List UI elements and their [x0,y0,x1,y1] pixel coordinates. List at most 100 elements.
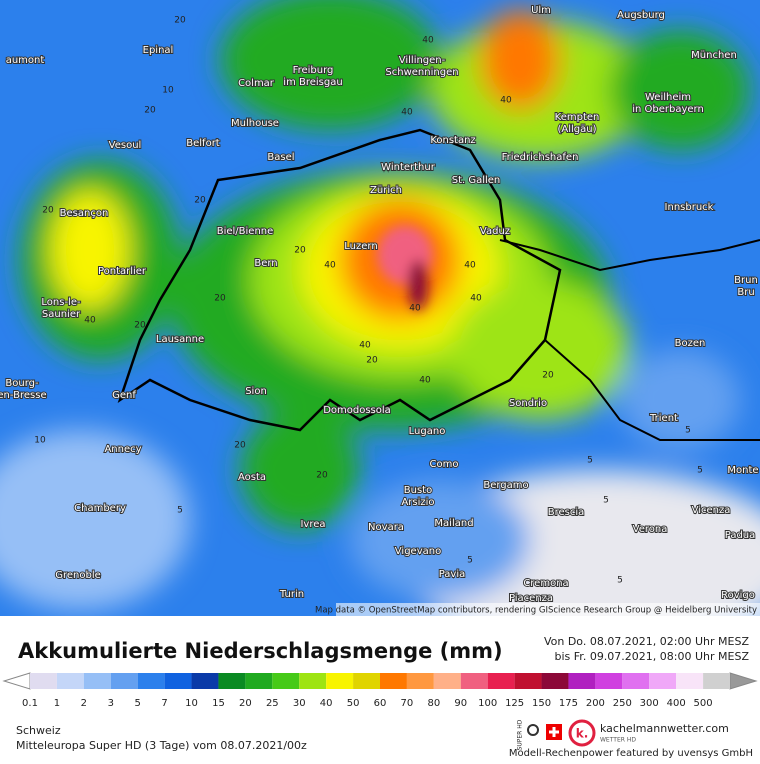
place-label: Rovigo [721,590,755,601]
contour-label: 5 [177,506,183,516]
place-label: Basel [267,152,294,163]
place-label: Pavia [439,569,466,580]
legend-swatch [541,673,569,689]
place-label: Vesoul [109,140,142,151]
contour-label: 20 [144,106,156,116]
legend-value: 15 [212,698,225,709]
place-label: Vicenza [692,505,731,516]
place-label: (Allgäu) [557,124,596,135]
contour-label: 5 [617,576,623,586]
place-label: Lugano [409,426,446,437]
brand-sub: WETTER HD [600,737,636,744]
place-label: Como [430,459,459,470]
legend-value: 80 [427,698,440,709]
legend-value: 300 [640,698,659,709]
legend-value: 70 [401,698,414,709]
place-label: Novara [368,522,404,533]
contour-label: 20 [366,356,378,366]
place-label: Vigevano [395,546,441,557]
place-label: Augsburg [617,10,665,21]
legend-swatch [137,673,165,689]
contour-label: 20 [234,441,246,451]
place-label: Bru [737,287,754,298]
place-label: Sondrio [509,398,547,409]
place-label: Schwenningen [385,67,458,78]
contour-label: 20 [194,196,206,206]
place-label: in Oberbayern [632,104,704,115]
legend-swatch [191,673,219,689]
region: Schweiz [16,724,61,737]
legend-swatch [83,673,111,689]
legend-swatch [406,673,434,689]
legend-value: 175 [559,698,578,709]
legend-swatch [595,673,623,689]
contour-label: 40 [401,108,413,118]
place-label: St. Gallen [452,175,501,186]
legend-value: 30 [293,698,306,709]
place-label: Luzern [344,241,377,252]
legend-swatch [272,673,300,689]
legend-swatch [514,673,542,689]
border [117,128,562,432]
place-label: Lons-le- [41,297,81,308]
contour-label: 40 [464,261,476,271]
attribution: Map data © OpenStreetMap contributors, r… [315,606,757,616]
place-label: Villingen- [399,55,446,66]
legend-value: 150 [532,698,551,709]
place-label: Cremona [523,578,568,589]
legend-swatch [110,673,138,689]
legend-swatch [353,673,380,689]
place-label: Winterthur [381,162,436,173]
contour-label: 5 [697,466,703,476]
legend-swatch [487,673,515,689]
place-label: aumont [6,55,45,66]
legend-swatch [30,673,57,689]
place-label: Zürich [370,185,402,196]
legend-swatch [568,673,596,689]
place-label: Grenoble [55,570,101,581]
contour-label: 40 [409,304,421,314]
legend-swatch [676,673,704,689]
contour-label: 20 [214,294,226,304]
place-label: Mailand [434,518,473,529]
place-label: Busto [404,485,432,496]
place-label: Biel/Bienne [217,226,274,237]
legend-swatch [380,673,407,689]
legend-value: 60 [374,698,387,709]
contour-label: 40 [419,376,431,386]
place-label: Lausanne [156,334,204,345]
brand-logo-k: k. [576,727,589,741]
legend-value: 125 [505,698,524,709]
place-label: Belfort [186,138,220,149]
place-label: im Breisgau [283,77,342,88]
place-label: Verona [633,524,668,535]
credit: Modell-Rechenpower featured by uvensys G… [509,748,753,759]
place-label: Konstanz [430,135,475,146]
contour-label: 20 [174,16,186,26]
contour-label: 10 [162,86,174,96]
place-label: en-Bresse [0,390,47,401]
place-label: Genf [112,390,136,401]
place-label: Kempten [555,112,600,123]
place-label: Epinal [143,45,174,56]
place-label: Aosta [238,472,266,483]
place-label: Ivrea [300,519,325,530]
bar-arrow-left [2,672,31,690]
legend-value: 100 [478,698,497,709]
place-label: Annecy [104,444,141,455]
legend-title: Akkumulierte Niederschlagsmenge (mm) [18,639,503,663]
attribution-bg [336,603,760,616]
legend-value: 400 [667,698,686,709]
legend-value: 40 [320,698,333,709]
place-label: Chambery [74,503,126,514]
legend-value: 25 [266,698,279,709]
place-label: Friedrichshafen [502,152,579,163]
contour-label: 40 [422,36,434,46]
contour-label: 10 [34,436,46,446]
place-label: Bergamo [483,480,528,491]
place-label: Besançon [60,208,109,219]
legend-swatch [326,673,354,689]
place-label: Monte [727,465,758,476]
